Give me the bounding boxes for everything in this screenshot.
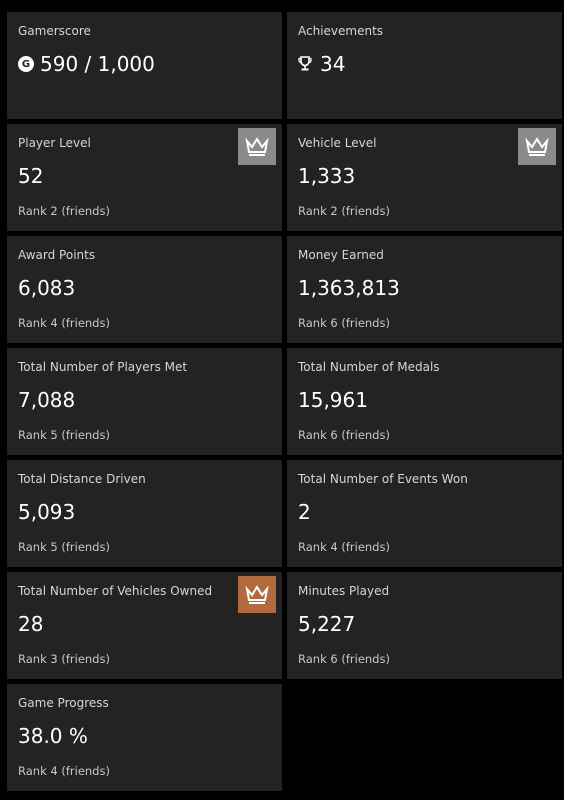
- tile-label: Vehicle Level: [298, 136, 377, 150]
- stat-tile-award-points[interactable]: Award Points 6,083 Rank 4 (friends): [7, 236, 282, 343]
- tile-value: 5,227: [298, 612, 356, 636]
- tile-value: 2: [298, 500, 311, 524]
- gamerscore-tile[interactable]: Gamerscore G 590 / 1,000: [7, 12, 282, 119]
- tile-label: Game Progress: [18, 696, 109, 710]
- tile-label: Minutes Played: [298, 584, 390, 598]
- tile-rank: Rank 2 (friends): [18, 204, 110, 218]
- tile-rank: Rank 4 (friends): [18, 316, 110, 330]
- tile-value: 5,093: [18, 500, 76, 524]
- tile-label: Total Number of Vehicles Owned: [18, 584, 213, 598]
- stat-tile-distance-driven[interactable]: Total Distance Driven 5,093 Rank 5 (frie…: [7, 460, 282, 567]
- tile-value: 38.0 %: [18, 724, 88, 748]
- gamerscore-value: 590 / 1,000: [40, 52, 155, 76]
- tile-value: 6,083: [18, 276, 76, 300]
- tile-label: Total Number of Players Met: [18, 360, 188, 374]
- stat-tile-players-met[interactable]: Total Number of Players Met 7,088 Rank 5…: [7, 348, 282, 455]
- crown-icon: [525, 136, 549, 156]
- crown-badge: [238, 128, 276, 165]
- tile-rank: Rank 5 (friends): [18, 540, 110, 554]
- stat-tile-vehicle-level[interactable]: Vehicle Level 1,333 Rank 2 (friends): [287, 124, 562, 231]
- tile-value: 28: [18, 612, 44, 636]
- tile-rank: Rank 3 (friends): [18, 652, 110, 666]
- tile-value: 7,088: [18, 388, 76, 412]
- stat-tile-minutes-played[interactable]: Minutes Played 5,227 Rank 6 (friends): [287, 572, 562, 679]
- tile-label: Player Level: [18, 136, 91, 150]
- tile-rank: Rank 2 (friends): [298, 204, 390, 218]
- trophy-icon: [298, 56, 312, 72]
- tile-label: Total Number of Medals: [298, 360, 440, 374]
- tile-label: Money Earned: [298, 248, 384, 262]
- tile-value-row: 34: [298, 52, 345, 76]
- stat-tile-vehicles-owned[interactable]: Total Number of Vehicles Owned 28 Rank 3…: [7, 572, 282, 679]
- achievements-tile[interactable]: Achievements 34: [287, 12, 562, 119]
- crown-badge: [518, 128, 556, 165]
- tile-label: Gamerscore: [18, 24, 91, 38]
- stat-tile-money-earned[interactable]: Money Earned 1,363,813 Rank 6 (friends): [287, 236, 562, 343]
- crown-icon: [245, 584, 269, 604]
- tile-value-row: G 590 / 1,000: [18, 52, 155, 76]
- stat-tile-player-level[interactable]: Player Level 52 Rank 2 (friends): [7, 124, 282, 231]
- tile-label: Total Number of Events Won: [298, 472, 468, 486]
- tile-value: 52: [18, 164, 44, 188]
- tile-rank: Rank 6 (friends): [298, 652, 390, 666]
- tile-rank: Rank 4 (friends): [18, 764, 110, 778]
- tile-rank: Rank 4 (friends): [298, 540, 390, 554]
- crown-icon: [245, 136, 269, 156]
- tile-value: 1,363,813: [298, 276, 400, 300]
- gamerscore-g-icon: G: [18, 56, 34, 72]
- stat-tile-medals[interactable]: Total Number of Medals 15,961 Rank 6 (fr…: [287, 348, 562, 455]
- stat-tile-events-won[interactable]: Total Number of Events Won 2 Rank 4 (fri…: [287, 460, 562, 567]
- tile-rank: Rank 6 (friends): [298, 428, 390, 442]
- tile-label: Award Points: [18, 248, 96, 262]
- achievements-value: 34: [320, 52, 346, 76]
- tile-value: 1,333: [298, 164, 356, 188]
- tile-rank: Rank 6 (friends): [298, 316, 390, 330]
- tile-value: 15,961: [298, 388, 368, 412]
- crown-badge: [238, 576, 276, 613]
- tile-rank: Rank 5 (friends): [18, 428, 110, 442]
- stat-tile-game-progress[interactable]: Game Progress 38.0 % Rank 4 (friends): [7, 684, 282, 791]
- tile-label: Total Distance Driven: [18, 472, 146, 486]
- tile-label: Achievements: [298, 24, 384, 38]
